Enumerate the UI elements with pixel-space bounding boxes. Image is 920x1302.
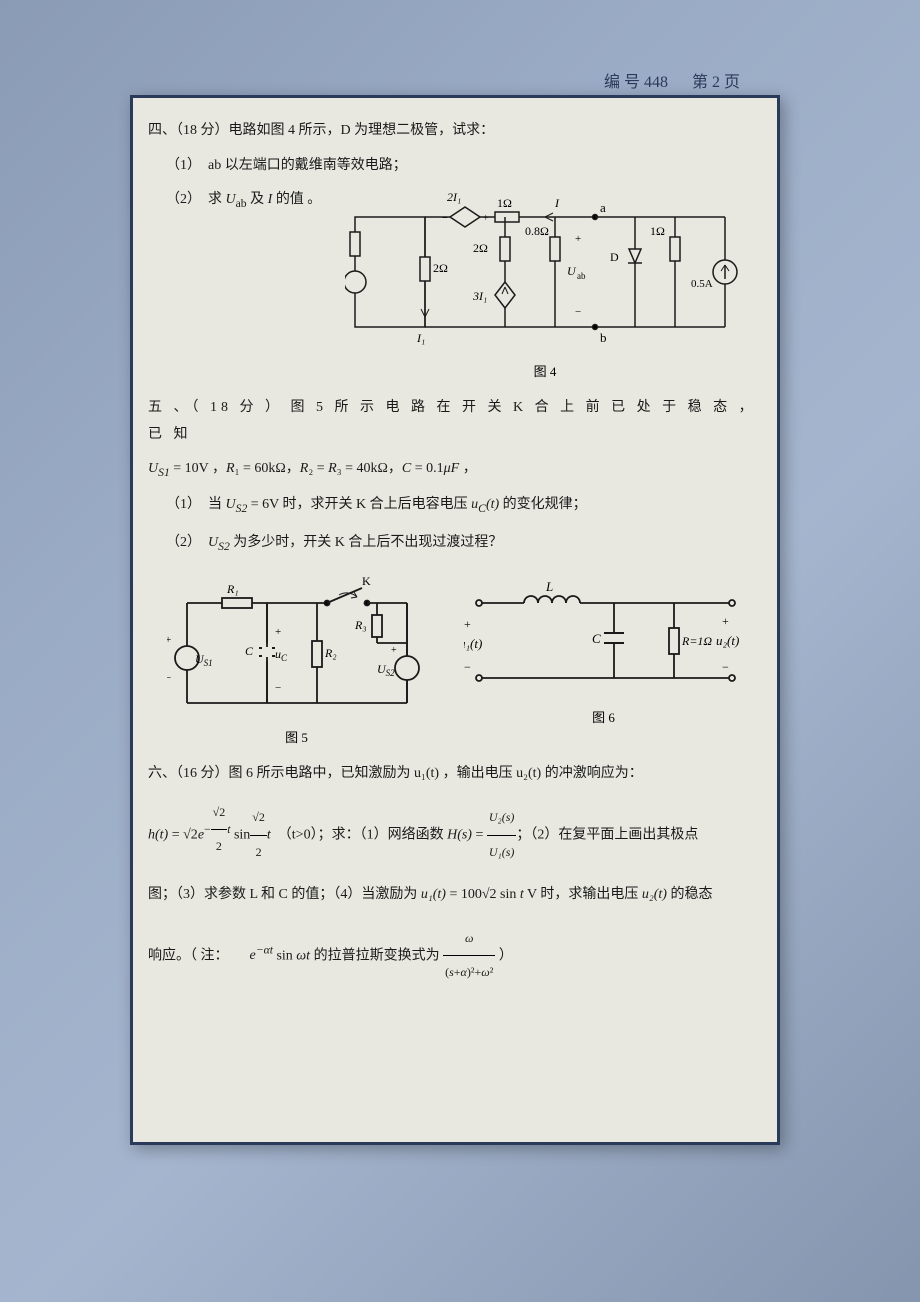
svg-text:+: + [167,634,171,646]
svg-text:I₁: I₁ [416,331,425,345]
svg-text:−: − [575,306,581,318]
svg-text:3I₁: 3I₁ [472,289,487,303]
svg-text:+: + [391,645,397,656]
svg-text:+: + [483,213,489,224]
svg-text:R₃: R₃ [354,618,367,632]
svg-text:b: b [600,330,607,345]
fig4-label: 图 4 [534,361,557,380]
svg-text:0.5A: 0.5A [691,278,713,290]
svg-text:K: K [362,574,371,588]
svg-text:ab: ab [577,271,586,281]
svg-text:−: − [464,660,471,674]
problem-5: 五 、（ 18 分 ） 图 5 所 示 电 路 在 开 关 K 合 上 前 已 … [148,395,762,746]
svg-text:I: I [554,196,560,210]
svg-text:+: + [575,233,581,245]
svg-text:−: − [442,213,448,224]
svg-text:u₂(t): u₂(t) [716,633,739,648]
exam-page: 四、（18 分）电路如图 4 所示，D 为理想二极管，试求： （1） ab 以左… [130,95,780,1145]
svg-text:2Ω: 2Ω [433,261,448,275]
svg-text:+: + [722,614,729,628]
svg-text:R₁: R₁ [226,582,239,596]
circuit-figure-4: 6V + − 2Ω 2Ω I₁ [345,187,745,357]
svg-text:1Ω: 1Ω [497,196,512,210]
svg-text:−: − [275,682,281,694]
page-number: 第 2 页 [692,74,740,91]
circuit-figure-5: + − US1 R₁ C + [167,573,427,723]
problem-6: 六、（16 分）图 6 所示电路中，已知激励为 u₁(t) ，输出电压 u₂(t… [148,761,762,989]
svg-text:US2: US2 [377,662,395,678]
svg-text:+: + [275,626,281,638]
svg-text:u₁(t): u₁(t) [464,636,482,651]
problem5-item2: （2） US2 为多少时，开关 K 合上后不出现过渡过程？ [148,530,762,558]
problem5-title: 五 、（ 18 分 ） 图 5 所 示 电 路 在 开 关 K 合 上 前 已 … [148,395,762,448]
svg-text:−: − [167,672,171,684]
svg-text:0.8Ω: 0.8Ω [525,224,549,238]
svg-text:1Ω: 1Ω [650,224,665,238]
svg-text:L: L [545,579,553,594]
problem4-item1: （1） ab 以左端口的戴维南等效电路； [148,153,762,180]
svg-text:U: U [567,264,577,278]
problem6-line4: 响应。（ 注： e−αt sin ωt 的拉普拉斯变换式为 ω(s+α)²+ω²… [148,922,762,990]
problem4-item2: （2） 求 Uab 及 I 的值 。 [148,187,328,215]
svg-text:uC: uC [275,647,288,663]
svg-text:US1: US1 [195,652,213,668]
svg-text:+: + [464,617,471,631]
svg-text:C: C [245,644,254,658]
svg-text:a: a [600,200,606,215]
svg-text:2I₁: 2I₁ [447,190,461,204]
problem4-title: 四、（18 分）电路如图 4 所示，D 为理想二极管，试求： [148,118,762,145]
problem5-params: US1 = 10V ，R₁ = 60kΩ，R₂ = R₃ = 40kΩ，C = … [148,456,762,484]
fig5-label: 图 5 [285,727,308,746]
problem-4: 四、（18 分）电路如图 4 所示，D 为理想二极管，试求： （1） ab 以左… [148,118,762,380]
problem6-h: h(t) = √2e−√22t sin√22t （t>0）；求：（1）网络函数 … [148,796,762,869]
svg-text:C: C [592,631,601,646]
svg-text:2Ω: 2Ω [473,241,488,255]
page-header: 编 号 448 第 2 页 [130,68,780,92]
svg-text:R₂: R₂ [324,646,337,660]
circuit-figure-6: L + u₁(t) − C [464,573,744,703]
problem6-line3: 图；（3）求参数 L 和 C 的值；（4）当激励为 u₁(t) = 100√2 … [148,877,762,913]
problem6-title: 六、（16 分）图 6 所示电路中，已知激励为 u₁(t) ，输出电压 u₂(t… [148,761,762,788]
fig6-label: 图 6 [592,707,615,726]
svg-text:R=1Ω: R=1Ω [681,634,712,648]
svg-text:D: D [610,250,619,264]
doc-number: 编 号 448 [604,74,668,91]
problem5-item1: （1） 当 US2 = 6V 时，求开关 K 合上后电容电压 uC(t) 的变化… [148,492,762,520]
svg-text:−: − [722,660,729,674]
